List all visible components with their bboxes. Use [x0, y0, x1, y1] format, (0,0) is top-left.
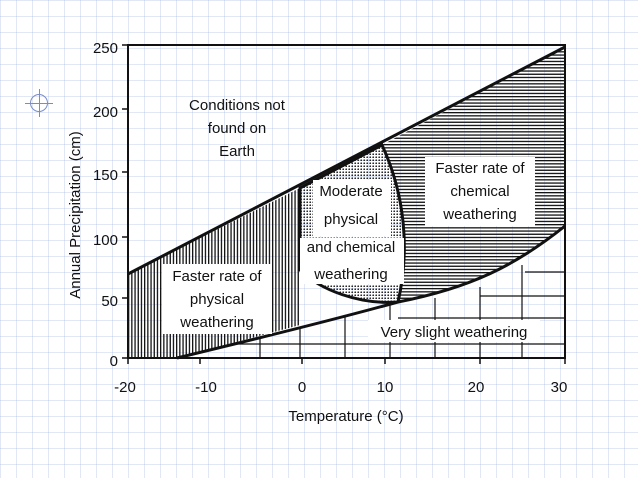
slight-weathering-label: Very slight weathering	[381, 324, 528, 341]
label-backgrounds	[162, 157, 540, 342]
x-tick-label: -20	[114, 379, 136, 396]
y-tick-label: 50	[101, 293, 118, 310]
svg-text:weathering: weathering	[442, 206, 516, 223]
y-tick-label: 200	[93, 104, 118, 121]
svg-text:weathering: weathering	[179, 314, 253, 331]
svg-text:physical: physical	[190, 291, 244, 308]
svg-text:weathering: weathering	[313, 266, 387, 283]
x-tick-label: 10	[377, 379, 394, 396]
y-tick-label: 100	[93, 232, 118, 249]
x-tick-label: 0	[298, 379, 306, 396]
conditions-not-found-label: Conditions not found on Earth	[189, 97, 286, 160]
bullet-crosshair-icon	[25, 89, 53, 117]
svg-text:Conditions not: Conditions not	[189, 97, 286, 114]
svg-text:Faster rate of: Faster rate of	[172, 268, 262, 285]
plot-frame	[127, 44, 566, 359]
x-tick-label: -10	[195, 379, 217, 396]
boundary-lines	[127, 45, 566, 360]
svg-text:found on: found on	[208, 120, 266, 137]
svg-text:chemical: chemical	[450, 183, 509, 200]
chemical-weathering-label: Faster rate of chemical weathering	[435, 160, 525, 223]
y-axis-title: Annual Precipitation (cm)	[67, 131, 84, 299]
y-tick-label: 0	[110, 353, 118, 370]
y-tick-label: 150	[93, 167, 118, 184]
y-tick-label: 250	[93, 40, 118, 57]
moderate-weathering-label: Moderate physical and chemical weatherin…	[307, 183, 395, 283]
svg-text:Moderate: Moderate	[319, 183, 382, 200]
svg-text:Faster rate of: Faster rate of	[435, 160, 525, 177]
x-axis-title: Temperature (°C)	[288, 408, 403, 425]
svg-text:physical: physical	[324, 211, 378, 228]
x-tick-label: 20	[468, 379, 485, 396]
physical-weathering-label: Faster rate of physical weathering	[172, 268, 262, 331]
x-tick-label: 30	[551, 379, 568, 396]
axis-tick-marks	[122, 44, 566, 364]
svg-text:Earth: Earth	[219, 143, 255, 160]
svg-text:and chemical: and chemical	[307, 239, 395, 256]
